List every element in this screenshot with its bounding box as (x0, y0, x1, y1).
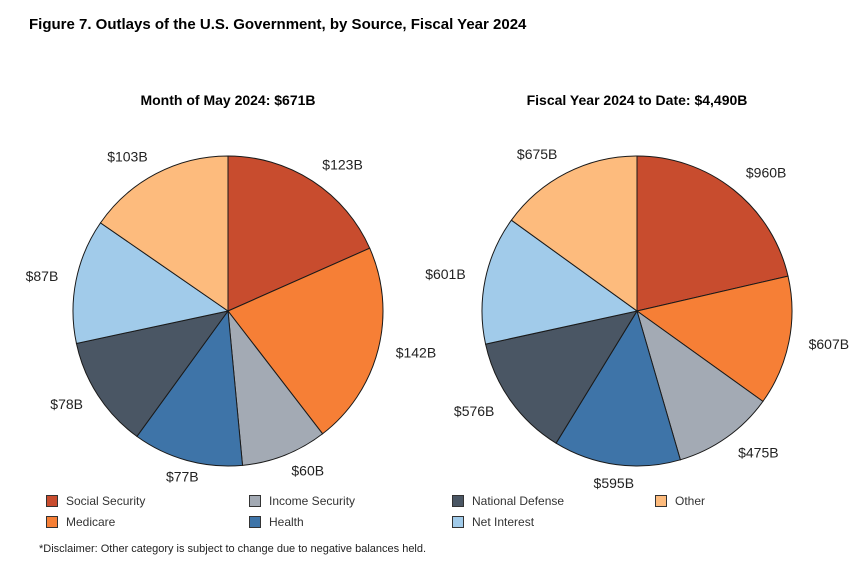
legend-swatch-other (655, 495, 667, 507)
pie-value-label-national-defense: $576B (454, 403, 494, 419)
legend-swatch-national-defense (452, 495, 464, 507)
legend-label-national-defense: National Defense (472, 494, 565, 508)
pie-slice-social-security (636, 155, 789, 312)
pie-slice-income-security (227, 309, 324, 466)
pie-value-label-health: $77B (166, 469, 199, 485)
pie-value-label-net-interest: $87B (26, 268, 59, 284)
legend-label-other: Other (675, 494, 706, 508)
pie-slice-other (510, 155, 638, 312)
legend-swatch-medicare (46, 516, 58, 528)
chart-title-fiscal-year-to-date: Fiscal Year 2024 to Date: $4,490B (526, 92, 748, 108)
pie-slice-medicare (635, 275, 793, 403)
legend-item-health: Health (249, 514, 304, 530)
pie-chart-2: $960B $607B $475B $595B $576B $601B $675B (425, 146, 849, 491)
pie-value-label-social-security: $960B (746, 165, 786, 181)
pie-slice-national-defense (484, 310, 639, 444)
legend-item-social-security: Social Security (46, 493, 145, 509)
pie-slice-social-security (227, 155, 371, 312)
legend-label-social-security: Social Security (66, 494, 146, 508)
chart-title-may-2024: Month of May 2024: $671B (140, 92, 316, 108)
pie-value-label-medicare: $607B (809, 336, 849, 352)
legend-swatch-social-security (46, 495, 58, 507)
legend-item-net-interest: Net Interest (452, 514, 534, 530)
pie-slice-income-security (636, 309, 764, 461)
pie-value-label-income-security: $60B (291, 463, 324, 479)
pie-slice-health (555, 309, 681, 467)
pie-chart-1: $123B $142B $60B $77B $78B $87B $103B (26, 149, 437, 485)
legend-label-health: Health (269, 515, 304, 529)
legend-label-medicare: Medicare (66, 515, 116, 529)
legend-swatch-net-interest (452, 516, 464, 528)
pie-slice-net-interest (72, 222, 230, 345)
pie-value-label-net-interest: $601B (425, 266, 465, 282)
legend-label-income-security: Income Security (269, 494, 356, 508)
pie-slice-medicare (227, 247, 384, 435)
legend-item-income-security: Income Security (249, 493, 355, 509)
legend-item-national-defense: National Defense (452, 493, 564, 509)
pie-slice-net-interest (481, 219, 639, 345)
legend-swatch-income-security (249, 495, 261, 507)
disclaimer: *Disclaimer: Other category is subject t… (39, 543, 427, 555)
pie-value-label-national-defense: $78B (50, 396, 83, 412)
figure-title: Figure 7. Outlays of the U.S. Government… (29, 16, 527, 33)
pie-slice-health (136, 309, 244, 467)
pie-value-label-other: $675B (517, 146, 557, 162)
pie-value-label-income-security: $475B (738, 445, 778, 461)
legend-label-net-interest: Net Interest (472, 515, 535, 529)
pie-value-label-medicare: $142B (396, 344, 436, 360)
pie-slice-national-defense (75, 310, 230, 438)
legend-swatch-health (249, 516, 261, 528)
legend-item-medicare: Medicare (46, 514, 115, 530)
pie-value-label-health: $595B (594, 475, 634, 491)
pie-value-label-other: $103B (107, 149, 147, 165)
legend-item-other: Other (655, 493, 705, 509)
pie-value-label-social-security: $123B (322, 157, 362, 173)
pie-slice-other (99, 155, 229, 312)
